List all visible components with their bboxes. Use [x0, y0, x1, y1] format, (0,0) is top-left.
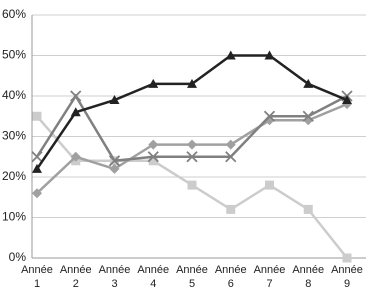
marker [264, 50, 275, 60]
marker [31, 151, 43, 163]
x-tick-label: Année 6 [214, 264, 247, 290]
x-tick-label: Année 1 [21, 264, 53, 290]
x-tick-label: Année 2 [59, 264, 92, 290]
marker [225, 50, 236, 60]
marker [70, 90, 82, 102]
marker [303, 204, 313, 214]
marker [32, 163, 42, 173]
marker [32, 188, 42, 199]
marker [32, 111, 42, 121]
marker [148, 139, 159, 150]
marker [263, 110, 276, 122]
y-tick-label: 40% [2, 88, 26, 102]
marker [148, 78, 159, 88]
marker [187, 78, 197, 88]
marker [265, 180, 274, 190]
marker [187, 139, 197, 150]
x-tick-label: Année 5 [176, 264, 208, 290]
marker [226, 204, 236, 214]
marker [187, 180, 197, 190]
marker [302, 110, 314, 122]
y-tick-label: 30% [2, 129, 26, 143]
marker [303, 78, 314, 88]
x-tick-label: Année 8 [292, 264, 325, 290]
x-tick-label: Année 3 [98, 264, 131, 290]
x-tick-label: Année 9 [331, 264, 363, 290]
series-line [35, 54, 348, 170]
marker [225, 139, 236, 150]
marker [109, 95, 120, 105]
marker [109, 163, 120, 174]
series-line [35, 93, 348, 163]
marker [147, 151, 159, 163]
y-tick-label: 50% [2, 48, 26, 62]
x-tick-label: Année 7 [253, 264, 286, 290]
marker [70, 151, 81, 162]
marker [70, 107, 81, 117]
marker [342, 95, 352, 105]
y-tick-label: 60% [2, 7, 26, 21]
x-tick-label: Année 4 [137, 264, 170, 290]
marker [342, 253, 352, 263]
marker [186, 151, 198, 163]
y-tick-label: 10% [2, 210, 26, 224]
marker [108, 155, 121, 167]
y-tick-label: 0% [9, 250, 27, 264]
marker [148, 156, 158, 166]
marker [225, 151, 237, 163]
y-tick-label: 20% [2, 169, 26, 183]
